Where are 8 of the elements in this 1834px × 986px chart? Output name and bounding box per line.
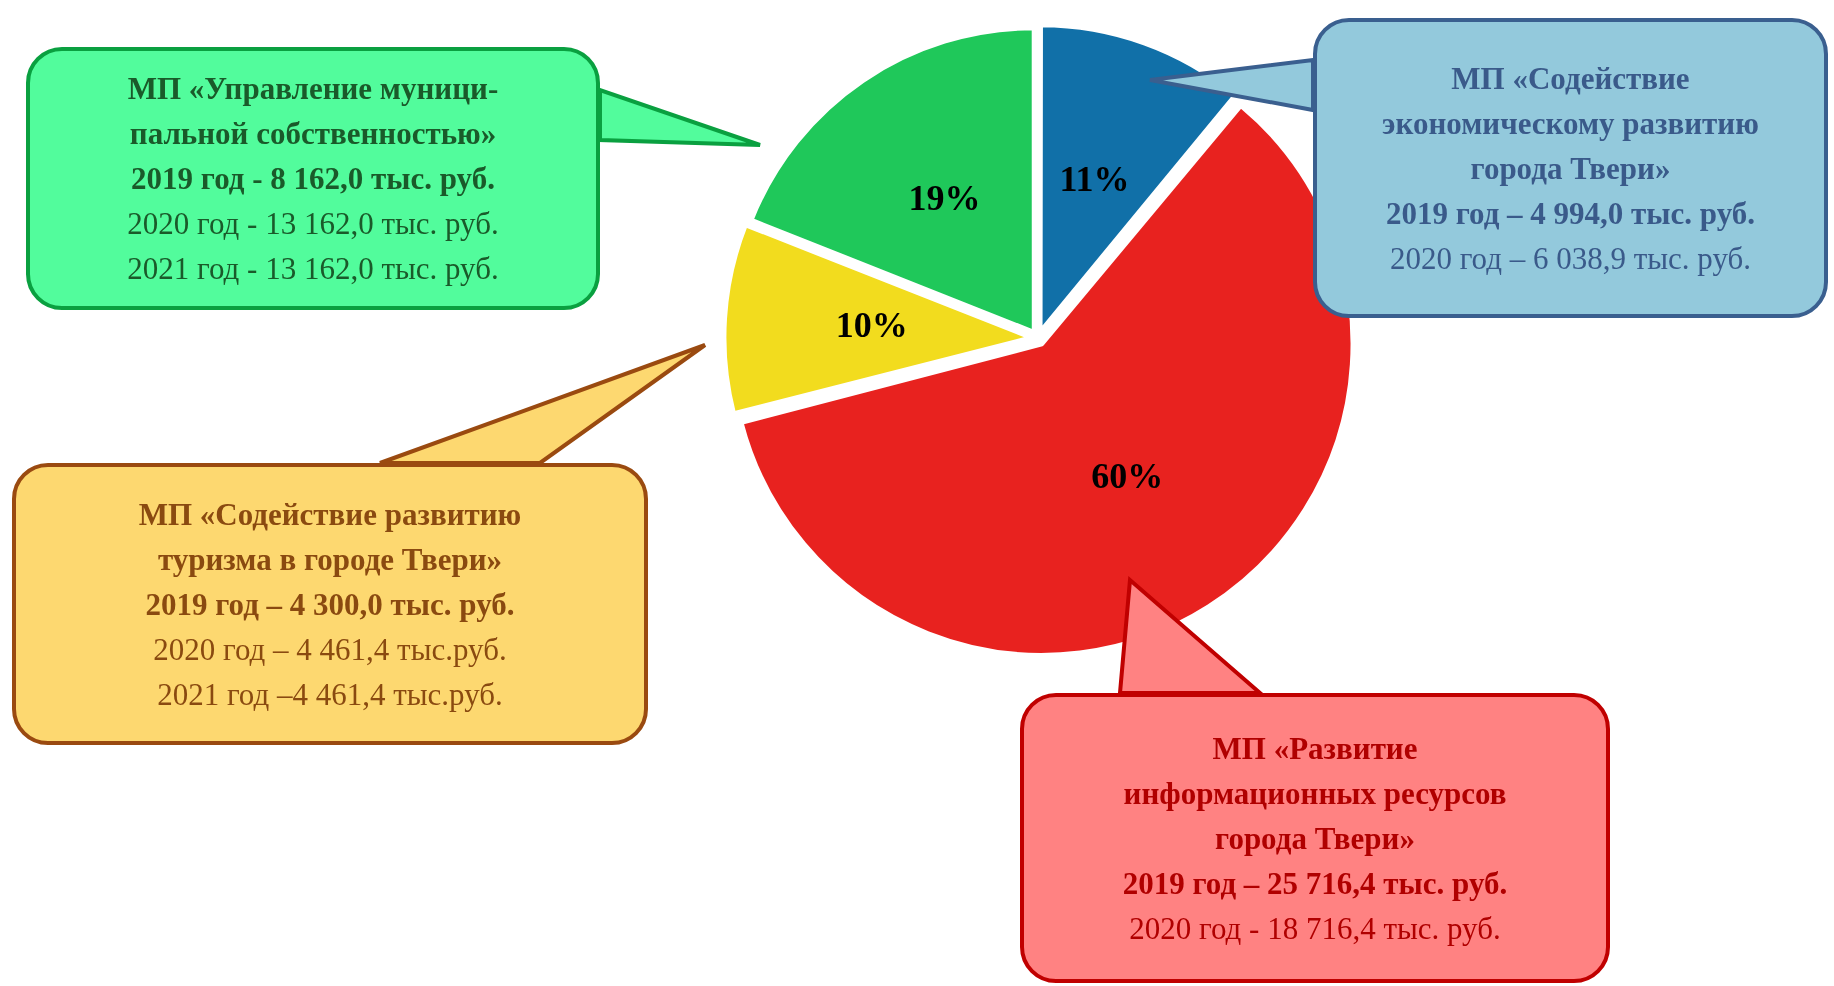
data-label: 60% bbox=[1091, 455, 1164, 496]
data-label: 11% bbox=[1059, 158, 1130, 199]
text: МП «Развитие информационных ресурсов города Твери» 2019 год – 25 716,4 тыс. руб. 2020 год - 18 716,4 тыс. руб. bbox=[1122, 729, 1508, 948]
text: МП «Содействие экономическому развитию города Твери» 2019 год – 4 994,0 тыс. руб. 2020 год – 6 038,9 тыс. руб. bbox=[1382, 59, 1759, 278]
text: МП «Содействие развитию туризма в городе Твери» 2019 год – 4 300,0 тыс. руб. 2020 год – 4 461,4 тыс.руб. 2021 год –4 461,4 тыс.руб. bbox=[138, 495, 522, 714]
text: МП «Управление муници- пальной собственностью» 2019 год - 8 162,0 тыс. руб. 2020 год - 13 162,0 тыс. руб. 2021 год - 13 162,0 тыс. руб. bbox=[127, 70, 499, 288]
data-label: 10% bbox=[835, 304, 908, 345]
data-label: 19% bbox=[908, 177, 981, 218]
